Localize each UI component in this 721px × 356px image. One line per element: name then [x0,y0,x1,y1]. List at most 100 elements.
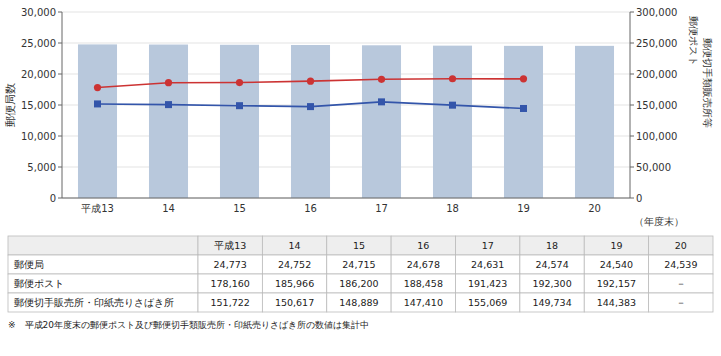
table-header-text: 平成13 [214,240,246,251]
table-cell [198,293,262,312]
grid-line [62,12,630,13]
table-cell [262,255,326,274]
x-axis-label: （年度末） [634,216,684,227]
table-header-text: 18 [546,240,558,251]
table-value: 24,678 [407,259,440,270]
x-tick-label: 平成13 [81,203,114,214]
x-axis-line [62,198,630,199]
table-cell [520,293,584,312]
table-value: 150,617 [275,297,314,308]
table-cell [327,293,391,312]
y2-tick [630,136,634,137]
chart: 05,00010,00015,00020,00025,00030,000050,… [0,0,721,356]
table-cell [456,274,520,293]
grid [62,12,630,198]
x-tick-label: 17 [375,203,388,214]
table-cell [649,274,713,293]
table-value: 24,540 [600,259,633,270]
y2-tick [630,105,634,106]
bar [291,45,330,198]
bar [433,46,472,198]
marker [94,84,101,91]
y2-tick-label: 0 [636,193,642,204]
table-cell [584,274,648,293]
table-cell [520,255,584,274]
table-value: 192,157 [597,278,636,289]
marker [449,102,456,109]
table-header-cell [391,236,455,255]
table-value: 191,423 [468,278,507,289]
y2-tick [630,43,634,44]
table-row-label: 郵便ポスト [14,278,64,289]
marker [378,98,385,105]
data-table: 平成1314151617181920郵便局24,77324,75224,7152… [8,236,713,312]
x-tick-label: 15 [233,203,246,214]
table-cell [584,255,648,274]
table-value: 155,069 [468,297,507,308]
marker [307,78,314,85]
y2-tick-label: 250,000 [636,38,677,49]
data [78,44,614,198]
table-value: 151,722 [211,297,250,308]
table-cell [8,274,198,293]
y-tick-label: 25,000 [21,38,56,49]
marker [520,105,527,112]
table-value: 24,773 [214,259,247,270]
x-tick-label: 20 [588,203,601,214]
note: ※ 平成20年度末の郵便ポスト及び郵便切手類販売所・印紙売りさばき所の数値は集計… [8,320,369,330]
y-tick [58,74,62,75]
marker [378,76,385,83]
y-tick-label: 15,000 [21,100,56,111]
table-cell [649,255,713,274]
y2-axis-label: 郵便切手類販売所等 [702,38,713,128]
y2-tick-label: 200,000 [636,69,677,80]
table-header-text: 14 [289,240,301,251]
table-cell [198,255,262,274]
table-header-cell [327,236,391,255]
table-value: 185,966 [275,278,314,289]
table-cell [327,274,391,293]
table-header-text: 20 [675,240,687,251]
y-tick-label: 5,000 [27,162,56,173]
marker [165,101,172,108]
x-tick-label: 18 [446,203,459,214]
table-header-cell [8,236,198,255]
marker [165,79,172,86]
y-tick [58,136,62,137]
grid-line [62,167,630,168]
y2-axis-label: 郵便ポスト [688,16,699,66]
table-header-cell [198,236,262,255]
bar [78,44,117,198]
table-cell [8,293,198,312]
bar [220,45,259,198]
table-row-label: 郵便切手販売所・印紙売りさばき所 [14,297,174,308]
grid-line [62,43,630,44]
table-cell [456,255,520,274]
table-value: － [676,278,686,289]
x-tick-label: 16 [304,203,317,214]
table-cell [327,255,391,274]
table-value: 24,574 [535,259,568,270]
y-tick [58,167,62,168]
table-cell [649,293,713,312]
table-cell [391,255,455,274]
table-cell [456,293,520,312]
table-value: 24,539 [664,259,697,270]
table-value: 24,715 [342,259,375,270]
marker [236,102,243,109]
table-value: 148,889 [339,297,378,308]
y-axis-label: 郵便局数 [4,83,16,127]
table-value: 192,300 [532,278,571,289]
y2-tick-label: 300,000 [636,7,677,18]
table-header-cell [584,236,648,255]
y2-tick [630,198,634,199]
y-tick-label: 30,000 [21,7,56,18]
table-value: 188,458 [404,278,443,289]
grid-line [62,74,630,75]
table-cell [391,293,455,312]
marker [307,103,314,110]
bar [149,45,188,198]
table-cell [262,274,326,293]
y-tick [58,12,62,13]
bar [504,46,543,198]
